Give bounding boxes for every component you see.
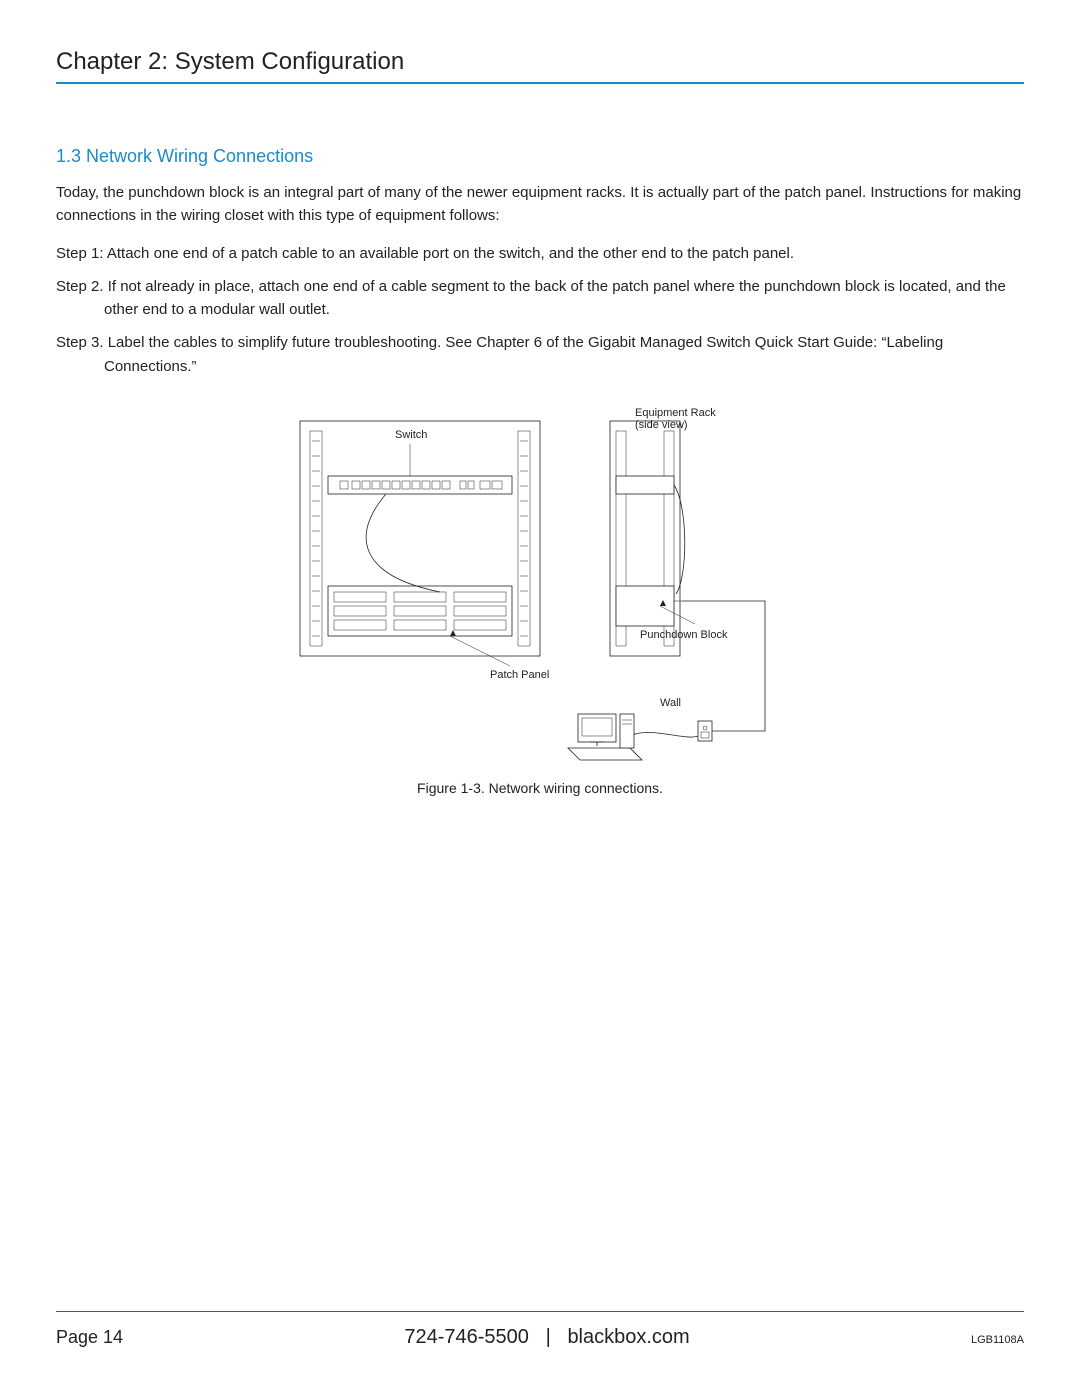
- figure-caption: Figure 1-3. Network wiring connections.: [417, 780, 663, 796]
- label-equipment-rack: Equipment Rack: [635, 407, 716, 419]
- figure-wiring-connections: Switch Patch Panel: [56, 406, 1024, 796]
- step-2: Step 2. If not already in place, attach …: [56, 275, 1024, 322]
- label-punchdown: Punchdown Block: [640, 629, 728, 641]
- footer-model: LGB1108A: [971, 1334, 1024, 1346]
- page-footer: Page 14 724-746-5500 | blackbox.com LGB1…: [56, 1311, 1024, 1349]
- footer-phone: 724-746-5500: [404, 1326, 529, 1348]
- footer-site: blackbox.com: [567, 1326, 689, 1348]
- label-patch-panel: Patch Panel: [490, 669, 549, 681]
- label-wall: Wall: [660, 697, 681, 709]
- wiring-diagram-svg: Switch Patch Panel: [290, 406, 790, 766]
- section-intro: Today, the punchdown block is an integra…: [56, 181, 1024, 228]
- section-title: 1.3 Network Wiring Connections: [56, 146, 1024, 167]
- label-switch: Switch: [395, 429, 427, 441]
- step-3: Step 3. Label the cables to simplify fut…: [56, 331, 1024, 378]
- step-1: Step 1: Attach one end of a patch cable …: [56, 242, 1024, 265]
- footer-sep: |: [546, 1326, 551, 1348]
- page-number: Page 14: [56, 1327, 123, 1348]
- label-side-view: (side view): [635, 419, 688, 431]
- footer-contact: 724-746-5500 | blackbox.com: [123, 1326, 971, 1349]
- chapter-title: Chapter 2: System Configuration: [56, 48, 1024, 84]
